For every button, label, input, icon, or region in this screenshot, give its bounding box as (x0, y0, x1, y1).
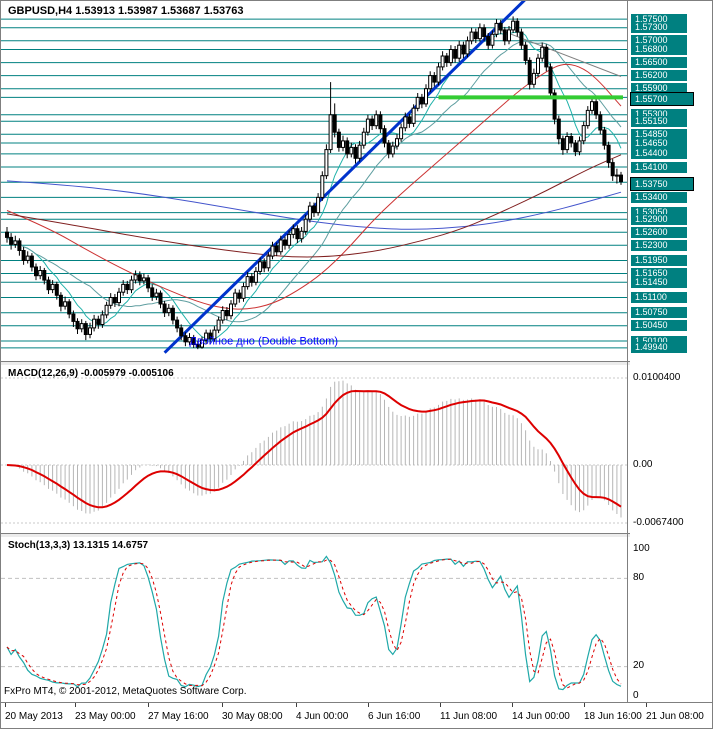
time-tick (646, 703, 647, 707)
macd-scale-min: -0.0067400 (633, 517, 684, 528)
blue-trendline[interactable] (163, 1, 530, 354)
price-level-label: 1.54850 (631, 128, 687, 140)
time-axis-label: 23 May 00:00 (75, 711, 136, 722)
stoch-scale-0: 0 (633, 690, 639, 701)
price-level-label: 1.53400 (631, 191, 687, 203)
price-scale[interactable]: 0.0100400 0.00 -0.0067400 100 80 20 0 1.… (630, 1, 712, 702)
time-tick (512, 703, 513, 707)
time-axis-label: 27 May 16:00 (148, 711, 209, 722)
stochastic-label: Stoch(13,3,3) 13.1315 14.6757 (8, 540, 149, 551)
ma-darkred (6, 154, 622, 258)
macd-histogram (10, 380, 622, 518)
time-axis-label: 6 Jun 16:00 (368, 711, 421, 722)
time-tick (5, 703, 6, 707)
price-level-label: 1.53050 (631, 207, 687, 219)
stochastic-panel[interactable]: Stoch(13,3,3) 13.1315 14.6757 FxPro MT4,… (1, 537, 628, 702)
price-scale-separator (627, 1, 628, 702)
time-axis-label: 20 May 2013 (5, 711, 63, 722)
time-axis-label: 21 Jun 08:00 (646, 711, 704, 722)
price-level-label: 1.57500 (631, 13, 687, 25)
price-level-label: 1.51950 (631, 255, 687, 266)
price-level-label: 1.54400 (631, 148, 687, 160)
time-tick (440, 703, 441, 707)
time-tick (222, 703, 223, 707)
price-level-label: 1.52900 (631, 213, 687, 225)
macd-panel[interactable]: MACD(12,26,9) -0.005979 -0.005106 (1, 365, 628, 533)
time-axis-label: 18 Jun 16:00 (584, 711, 642, 722)
time-axis-label: 4 Jun 00:00 (296, 711, 349, 722)
macd-scale-zero: 0.00 (633, 459, 653, 470)
price-level-label: 1.50450 (631, 320, 687, 332)
time-axis-label: 30 May 08:00 (222, 711, 283, 722)
price-level-label: 1.53750 (630, 176, 694, 191)
macd-canvas[interactable] (1, 365, 628, 533)
price-level-label: 1.54650 (631, 137, 687, 149)
price-chart-canvas[interactable]: Двойное дно (Double Bottom) (1, 1, 628, 361)
stoch-scale-80: 80 (633, 572, 645, 583)
price-level-label: 1.55900 (631, 83, 687, 95)
ma-blue-long (6, 180, 622, 230)
time-axis-label: 11 Jun 08:00 (440, 711, 498, 722)
price-level-label: 1.49940 (631, 342, 687, 354)
time-tick (148, 703, 149, 707)
stoch-d-line (6, 558, 622, 689)
macd-scale-max: 0.0100400 (633, 372, 681, 383)
stoch-k-line (6, 555, 622, 691)
time-tick (296, 703, 297, 707)
price-level-label: 1.57000 (631, 35, 687, 47)
price-level-label: 1.56800 (631, 44, 687, 55)
stoch-scale-100: 100 (633, 543, 650, 554)
stoch-scale-20: 20 (633, 660, 645, 671)
price-level-label: 1.56200 (631, 70, 687, 82)
copyright-text: FxPro MT4, © 2001-2012, MetaQuotes Softw… (4, 686, 247, 697)
ma-red (6, 63, 622, 310)
time-tick (584, 703, 585, 707)
main-chart-panel[interactable]: Двойное дно (Double Bottom) GBPUSD,H4 1.… (1, 1, 628, 361)
price-level-label: 1.50750 (631, 307, 687, 319)
candles (5, 16, 623, 350)
time-axis-label: 14 Jun 00:00 (512, 711, 570, 722)
time-axis[interactable]: 20 May 2013 23 May 00:00 27 May 16:00 30 Ma… (1, 702, 712, 728)
price-level-label: 1.52300 (631, 239, 687, 251)
stochastic-canvas[interactable] (1, 537, 628, 702)
panel-divider[interactable] (1, 533, 712, 537)
double-bottom-annotation[interactable]: Двойное дно (Double Bottom) (190, 335, 339, 347)
price-level-label: 1.52600 (631, 226, 687, 238)
price-level-label: 1.55150 (631, 115, 687, 127)
price-level-label: 1.57300 (631, 22, 687, 34)
macd-signal-line (6, 389, 622, 509)
price-level-label: 1.51650 (631, 268, 687, 279)
price-level-label: 1.56500 (631, 57, 687, 69)
time-tick (75, 703, 76, 707)
macd-label: MACD(12,26,9) -0.005979 -0.005106 (8, 368, 174, 379)
price-level-lines (1, 18, 628, 349)
price-level-label: 1.55700 (630, 91, 694, 106)
price-level-label: 1.55300 (631, 109, 687, 121)
price-level-label: 1.51100 (631, 292, 687, 303)
chart-title: GBPUSD,H4 1.53913 1.53987 1.53687 1.5376… (8, 5, 244, 17)
price-level-label: 1.50100 (631, 335, 687, 347)
price-level-label: 1.54100 (631, 161, 687, 173)
panel-divider[interactable] (1, 361, 712, 365)
stoch-grid (1, 577, 628, 668)
price-level-label: 1.51450 (631, 276, 687, 288)
time-tick (368, 703, 369, 707)
gray-trendline[interactable] (496, 28, 622, 77)
